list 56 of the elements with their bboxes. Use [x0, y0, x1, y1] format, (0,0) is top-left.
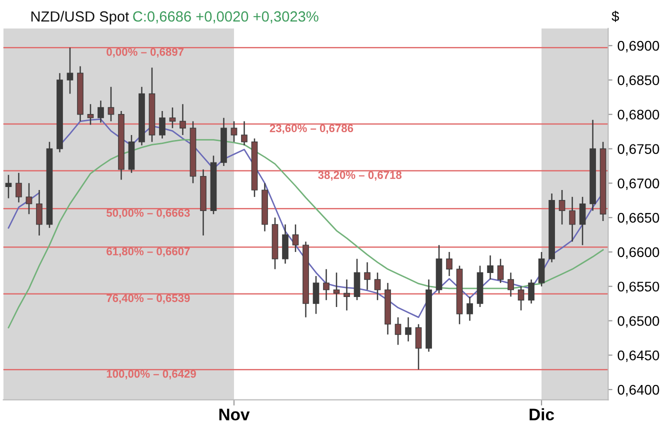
candlestick — [16, 172, 22, 204]
y-tick-label: 0,6750 — [618, 144, 660, 156]
candlestick — [241, 120, 248, 146]
y-tick-label: 0,6700 — [618, 178, 660, 190]
candlestick — [466, 296, 473, 322]
candlestick — [374, 272, 381, 301]
candlestick — [508, 272, 514, 298]
ref-line-label: 100,00% – 0,6429 — [106, 370, 196, 380]
y-tick-label: 0,6800 — [618, 110, 660, 122]
candlestick — [415, 324, 422, 370]
candlestick — [446, 251, 452, 277]
ref-line-label: 38,20% – 0,6718 — [318, 171, 402, 181]
candlestick — [528, 278, 534, 304]
ref-line-label: 61,80% – 0,6607 — [106, 247, 190, 257]
candlestick — [312, 275, 320, 314]
y-tick-label: 0,6650 — [618, 212, 660, 224]
ref-line-label: 0,00% – 0,6897 — [106, 48, 184, 58]
candlestick — [364, 262, 370, 290]
x-tick-label: Dic — [530, 408, 554, 420]
candlestick — [579, 196, 586, 246]
y-tick-label: 0,6850 — [618, 75, 660, 87]
x-tick-label: Nov — [219, 408, 250, 420]
candlestick — [333, 272, 340, 308]
candlestick — [159, 110, 166, 140]
ref-line-label: 76,40% – 0,6539 — [106, 294, 190, 304]
candlestick — [518, 286, 524, 312]
candlestick — [169, 106, 176, 129]
ref-line-label: 50,00% – 0,6663 — [106, 208, 190, 218]
candlestick — [394, 316, 402, 346]
candlestick — [292, 224, 299, 253]
candlestick — [405, 316, 412, 342]
candlestick — [5, 174, 12, 199]
candlestick — [180, 103, 186, 136]
candlestick — [558, 189, 566, 226]
y-tick-label: 0,6600 — [618, 247, 660, 259]
candlestick — [344, 278, 350, 312]
y-tick-label: 0,6450 — [618, 350, 660, 362]
candlestick — [36, 189, 42, 236]
chart-subtitle: C:0,6686 +0,0020 +0,3023% — [133, 11, 318, 24]
candlestick — [87, 103, 94, 126]
candlestick — [108, 86, 114, 122]
candlestick — [98, 100, 104, 124]
y-tick-label: 0,6550 — [618, 282, 660, 294]
candlestick — [487, 254, 494, 280]
candlestick — [569, 196, 576, 242]
y-tick-label: 0,6500 — [618, 316, 660, 328]
y-tick-label: 0,6400 — [618, 384, 660, 396]
y-axis-title: $ — [612, 10, 620, 22]
chart-title: NZD/USD Spot — [31, 10, 129, 25]
candlestick — [230, 120, 238, 143]
y-tick-label: 0,6900 — [618, 40, 660, 52]
candlestick — [66, 47, 74, 94]
candlestick — [497, 258, 504, 284]
ref-line-label: 23,60% – 0,6786 — [270, 124, 354, 134]
candlestick — [26, 182, 32, 215]
candlestick — [323, 268, 330, 301]
